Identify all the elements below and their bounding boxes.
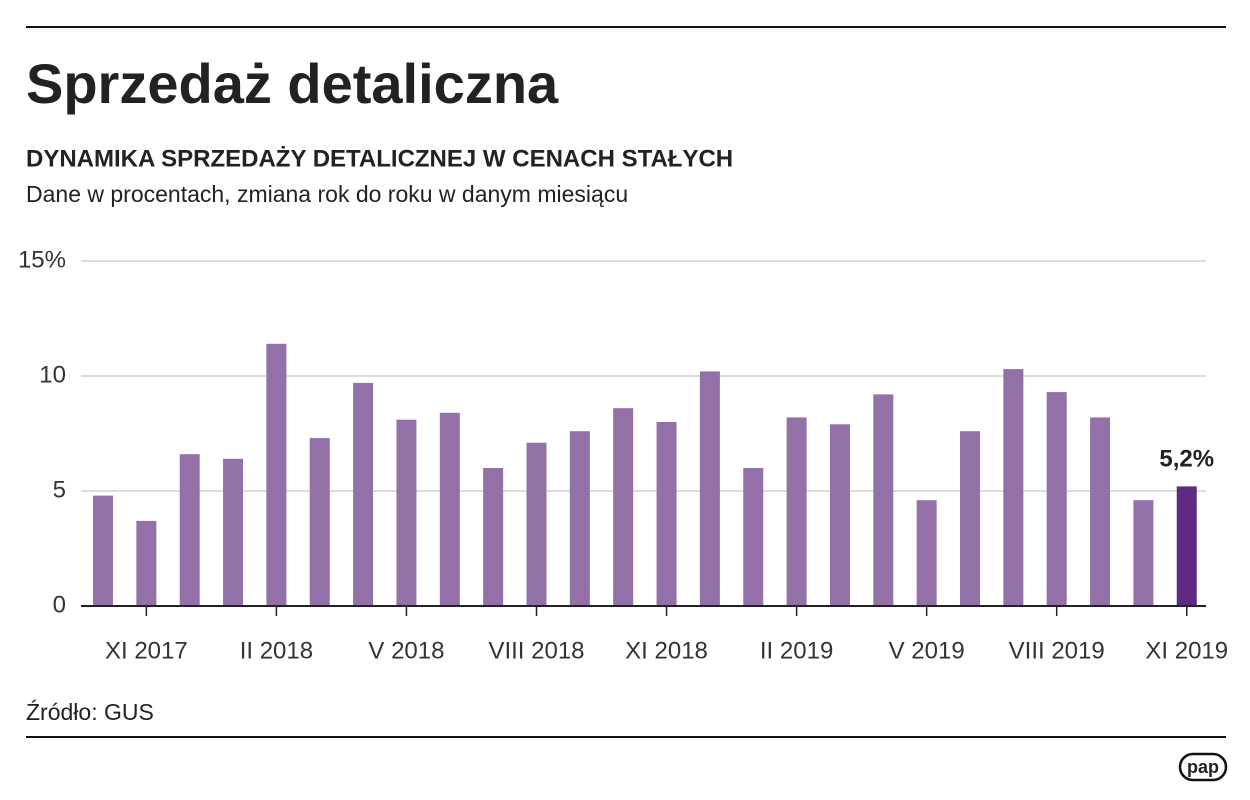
bar — [743, 468, 764, 606]
logo: pap — [1187, 757, 1219, 777]
bar — [656, 422, 677, 606]
x-tick-label: XI 2019 — [1145, 637, 1228, 664]
chart-description: Dane w procentach, zmiana rok do roku w … — [26, 181, 628, 207]
bar — [569, 431, 590, 606]
bar — [1003, 369, 1024, 606]
bar — [829, 424, 850, 606]
bar — [266, 343, 287, 606]
bar — [613, 408, 634, 606]
chart-subtitle: DYNAMIKA SPRZEDAŻY DETALICZNEJ W CENACH … — [26, 145, 733, 172]
bar — [136, 520, 157, 606]
bar — [916, 500, 937, 606]
bar — [1176, 486, 1197, 606]
x-tick-label: V 2019 — [889, 637, 965, 664]
y-tick-label: 15% — [18, 246, 66, 273]
bar — [309, 438, 330, 606]
bar — [1133, 500, 1154, 606]
y-tick-label: 0 — [53, 591, 66, 618]
bar — [396, 419, 417, 606]
x-tick-label: XI 2017 — [105, 637, 188, 664]
bar — [483, 468, 504, 606]
y-tick-label: 10 — [39, 361, 66, 388]
bar — [439, 412, 460, 606]
bar — [353, 382, 374, 606]
x-tick-label: II 2018 — [240, 637, 313, 664]
bar — [786, 417, 807, 606]
bar — [960, 431, 980, 606]
bar — [526, 442, 547, 606]
bar — [1090, 417, 1111, 606]
bar — [223, 458, 244, 606]
x-tick-label: VIII 2018 — [488, 637, 584, 664]
bar — [873, 394, 894, 606]
value-label: 5,2% — [1159, 446, 1214, 473]
x-tick-label: II 2019 — [760, 637, 833, 664]
source: Źródło: GUS — [26, 699, 154, 725]
bar — [179, 454, 200, 606]
bar — [1046, 392, 1067, 606]
bar — [93, 495, 113, 606]
bar — [699, 371, 720, 606]
x-tick-label: XI 2018 — [625, 637, 708, 664]
y-tick-label: 5 — [53, 476, 66, 503]
logo-frame — [1178, 752, 1228, 782]
chart-title: Sprzedaż detaliczna — [26, 52, 559, 115]
x-tick-label: V 2018 — [368, 637, 444, 664]
x-tick-label: VIII 2019 — [1009, 637, 1105, 664]
